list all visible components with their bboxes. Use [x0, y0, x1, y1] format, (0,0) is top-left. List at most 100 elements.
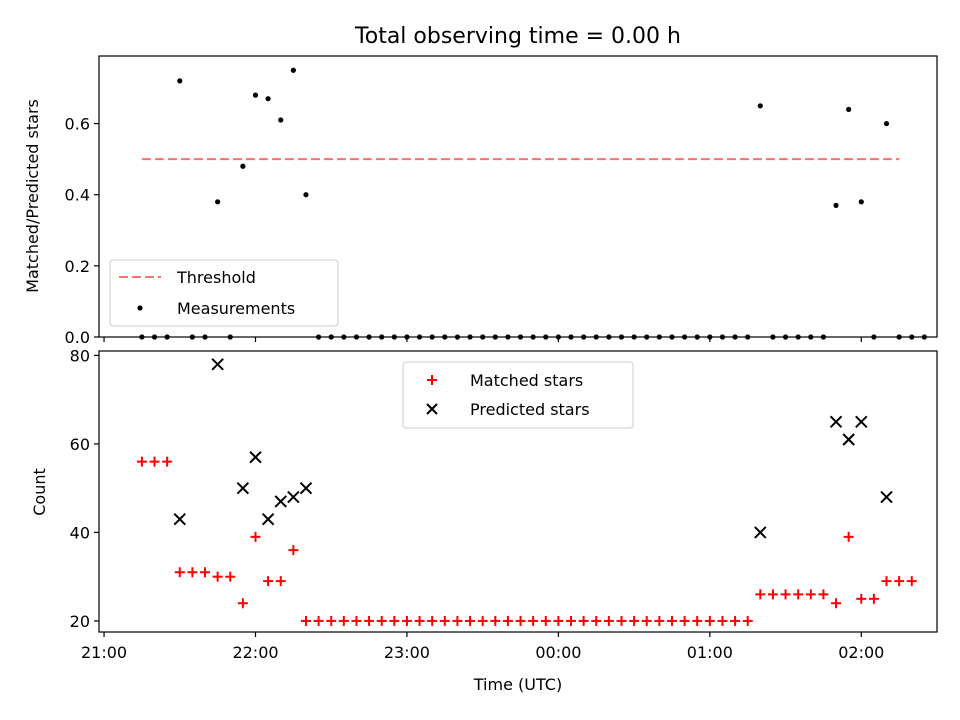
predicted-star-point	[211, 358, 224, 371]
legend-matched-label: Matched stars	[470, 371, 583, 390]
measurement-point	[808, 334, 814, 340]
top-panel: 0.0 0.2 0.4 0.6 Matched/Predicted stars Thr…	[23, 55, 938, 347]
measurement-point	[631, 334, 637, 340]
measurement-point	[757, 103, 763, 109]
matched-star-point	[906, 576, 917, 587]
measurement-point	[252, 92, 259, 98]
measurement-point	[404, 334, 410, 340]
matched-star-point	[831, 598, 842, 609]
matched-star-point	[603, 615, 614, 626]
legend-measurements-swatch	[137, 305, 143, 311]
matched-star-point	[692, 615, 703, 626]
matched-star-point	[275, 576, 286, 587]
matched-star-point	[755, 589, 766, 600]
bottom-x-axis: 21:00 22:00 23:00 00:00 01:00 02:00	[81, 632, 884, 662]
matched-star-point	[465, 615, 476, 626]
top-y-tick-label: 0.4	[65, 186, 90, 205]
top-legend: Threshold Measurements	[109, 259, 339, 327]
measurement-point	[391, 334, 397, 340]
top-y-tick-label: 0.6	[65, 115, 90, 134]
bottom-y-tick-label: 20	[70, 612, 90, 631]
matched-star-point	[654, 615, 665, 626]
measurement-point	[366, 334, 372, 340]
measurement-point	[581, 334, 587, 340]
measurement-point	[707, 334, 713, 340]
measurement-point	[909, 334, 915, 340]
legend-predicted-swatch	[426, 403, 438, 415]
measurement-point	[770, 334, 776, 340]
matched-star-point	[477, 615, 488, 626]
measurement-point	[505, 334, 511, 340]
bottom-y-axis: 20 40 60 80	[70, 346, 99, 631]
matched-star-point	[326, 615, 337, 626]
measurement-point	[240, 163, 246, 169]
measurement-point	[871, 334, 877, 340]
predicted-stars-series	[173, 358, 893, 539]
measurement-point	[139, 334, 145, 340]
measurement-point	[846, 106, 852, 112]
measurement-point	[328, 334, 334, 340]
predicted-star-point	[261, 512, 275, 526]
measurement-point	[568, 334, 574, 340]
measurement-point	[782, 334, 789, 340]
legend-measurements-label: Measurements	[177, 299, 295, 318]
matched-star-point	[149, 456, 160, 467]
measurement-point	[480, 334, 486, 340]
measurement-point	[820, 334, 827, 340]
legend-threshold-label: Threshold	[176, 268, 256, 287]
matched-star-point	[389, 615, 400, 626]
matched-star-point	[666, 615, 677, 626]
measurement-point	[618, 334, 625, 340]
top-y-axis: 0.0 0.2 0.4 0.6	[65, 115, 99, 347]
measurement-point	[833, 202, 839, 208]
predicted-star-point	[287, 490, 300, 504]
matched-star-point	[818, 589, 829, 600]
matched-star-point	[162, 456, 173, 467]
matched-star-point	[212, 571, 223, 582]
matched-star-point	[767, 589, 778, 600]
predicted-star-point	[299, 481, 313, 495]
measurement-point	[883, 120, 890, 127]
measurement-point	[341, 334, 347, 340]
predicted-star-point	[236, 481, 250, 495]
matched-star-point	[616, 615, 627, 626]
bottom-x-axis-label: Time (UTC)	[473, 675, 562, 694]
measurement-point	[416, 334, 423, 340]
measurement-point	[442, 334, 448, 340]
measurement-point	[454, 334, 461, 340]
matched-star-point	[376, 615, 387, 626]
measurement-point	[681, 334, 688, 340]
matched-star-point	[730, 615, 741, 626]
top-y-tick-label: 0.0	[65, 328, 90, 347]
measurement-point	[644, 334, 650, 340]
matched-star-point	[263, 576, 274, 587]
legend-predicted-label: Predicted stars	[470, 400, 590, 419]
measurement-point	[745, 334, 751, 340]
predicted-star-point	[173, 512, 186, 526]
matched-star-point	[566, 615, 577, 626]
predicted-star-point	[754, 526, 767, 539]
measurement-point	[517, 334, 524, 340]
measurement-point	[694, 334, 700, 340]
matched-star-point	[793, 589, 804, 600]
measurement-point	[227, 334, 233, 340]
measurement-point	[429, 334, 435, 340]
matched-star-point	[629, 615, 640, 626]
measurement-point	[732, 334, 738, 340]
matched-star-point	[250, 531, 261, 542]
measurement-point	[896, 334, 902, 340]
measurements-series	[139, 67, 927, 340]
matched-star-point	[414, 615, 425, 626]
bottom-y-axis-label: Count	[30, 468, 49, 516]
matched-star-point	[780, 589, 791, 600]
measurement-point	[606, 334, 612, 340]
matched-star-point	[894, 576, 905, 587]
matched-star-point	[704, 615, 715, 626]
matched-star-point	[338, 615, 349, 626]
measurement-point	[189, 334, 195, 340]
matched-star-point	[578, 615, 589, 626]
bottom-x-tick-label: 21:00	[81, 643, 127, 662]
matched-star-point	[742, 615, 753, 626]
bottom-x-tick-label: 01:00	[687, 643, 733, 662]
